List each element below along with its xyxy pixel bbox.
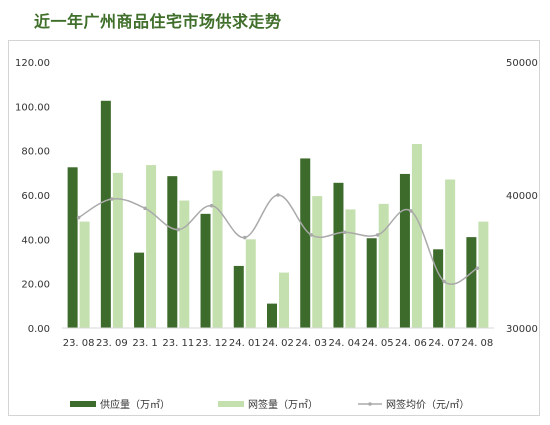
y-left-tick-label: 60.00: [21, 191, 50, 202]
bar-supply: [134, 252, 145, 328]
x-tick-label: 23. 1: [132, 338, 157, 349]
bar-sales: [79, 221, 90, 328]
x-tick-label: 23. 11: [162, 338, 194, 349]
bar-supply: [233, 265, 244, 328]
x-tick-label: 23. 08: [63, 338, 95, 349]
price-point: [276, 193, 280, 197]
x-tick-label: 24. 03: [295, 338, 327, 349]
price-point: [176, 227, 181, 232]
bar-supply: [399, 173, 410, 328]
chart-frame: [8, 40, 540, 416]
y-left-tick-label: 100.00: [15, 102, 50, 113]
x-tick-label: 24. 01: [229, 338, 261, 349]
bar-sales: [445, 179, 456, 328]
legend-label-supply: 供应量（万㎡）: [100, 398, 170, 411]
bar-sales: [245, 239, 256, 328]
x-tick-label: 24. 04: [329, 338, 361, 349]
bar-sales: [478, 221, 489, 328]
y-left-tick-label: 0.00: [28, 324, 50, 335]
x-tick-label: 24. 05: [362, 338, 394, 349]
y-left-tick-label: 40.00: [21, 235, 50, 246]
price-point: [409, 209, 413, 213]
x-tick-label: 24. 02: [262, 338, 294, 349]
price-point: [242, 235, 247, 240]
bar-supply: [466, 237, 477, 328]
price-point: [442, 279, 446, 284]
bar-sales: [378, 203, 389, 328]
price-point: [375, 233, 380, 237]
y-left-tick-label: 120.00: [15, 58, 50, 69]
y-right-tick-label: 30000: [506, 324, 538, 335]
price-point: [209, 203, 214, 208]
bar-sales: [279, 272, 289, 328]
bar-sales: [411, 144, 422, 328]
y-left-tick-label: 20.00: [21, 280, 50, 291]
bar-supply: [267, 303, 277, 328]
legend-swatch-sales: [218, 401, 244, 407]
bar-supply: [200, 213, 211, 328]
price-point: [475, 266, 480, 270]
bar-sales: [179, 200, 190, 328]
legend-label-price: 网签均价（元/㎡）: [386, 398, 469, 411]
price-point: [110, 197, 114, 201]
legend-label-sales: 网签量（万㎡）: [248, 398, 318, 411]
bar-supply: [300, 158, 311, 328]
y-left-tick-label: 80.00: [21, 147, 50, 158]
price-point: [309, 233, 314, 237]
x-tick-label: 24. 08: [461, 338, 493, 349]
bar-supply: [333, 182, 344, 328]
bar-sales: [312, 196, 323, 328]
bar-supply: [100, 100, 111, 329]
chart-title: 近一年广州商品住宅市场供求走势: [34, 12, 282, 31]
x-tick-label: 23. 12: [196, 338, 228, 349]
x-tick-label: 24. 06: [395, 338, 427, 349]
legend-swatch-supply: [70, 401, 96, 407]
x-tick-label: 23. 09: [96, 338, 128, 349]
y-right-tick-label: 40000: [506, 191, 538, 202]
price-point: [76, 215, 81, 220]
bar-supply: [167, 176, 178, 328]
price-point: [143, 206, 147, 211]
bar-sales: [112, 172, 123, 328]
y-right-tick-label: 50000: [506, 58, 538, 69]
bar-supply: [67, 167, 78, 328]
bar-sales: [212, 170, 223, 328]
price-point: [342, 230, 347, 235]
bar-supply: [433, 249, 444, 328]
bar-sales: [345, 209, 356, 328]
x-tick-label: 24. 07: [428, 338, 460, 349]
bar-supply: [366, 238, 377, 328]
legend-marker-price: [368, 402, 372, 406]
bar-sales: [146, 165, 157, 328]
